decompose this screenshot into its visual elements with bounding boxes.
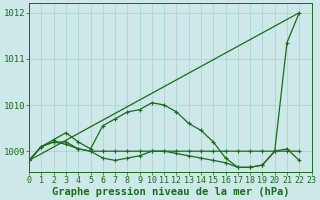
- X-axis label: Graphe pression niveau de la mer (hPa): Graphe pression niveau de la mer (hPa): [52, 186, 289, 197]
